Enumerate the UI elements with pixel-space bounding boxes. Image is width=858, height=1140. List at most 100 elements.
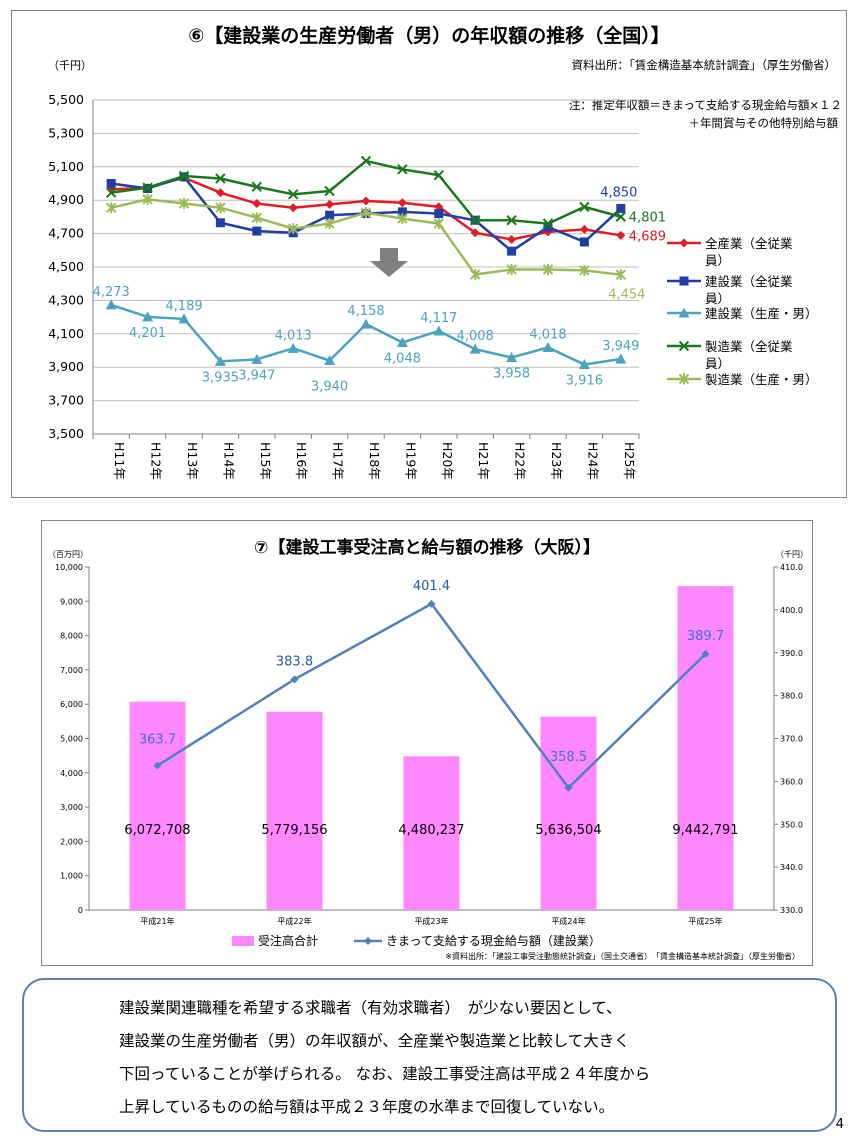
chart1-point bbox=[616, 230, 626, 240]
chart1-y-tick: 4,300 bbox=[48, 292, 84, 307]
chart2-left-tick: 0 bbox=[78, 906, 83, 915]
chart2-bar-label: 9,442,791 bbox=[672, 823, 738, 838]
chart1-data-label: 4,048 bbox=[384, 351, 421, 366]
chart1-y-tick: 3,700 bbox=[48, 393, 84, 408]
chart2-bar bbox=[403, 756, 460, 910]
chart1-point bbox=[178, 313, 190, 324]
chart1-point bbox=[251, 212, 263, 224]
chart2-title: ⑦【建設工事受注高と給与額の推移（大阪）】 bbox=[254, 538, 600, 558]
chart2-line-point bbox=[701, 650, 710, 659]
chart1-point bbox=[287, 223, 299, 235]
chart1-series-3 bbox=[105, 155, 627, 229]
chart1-point bbox=[142, 311, 154, 322]
chart2-line-label: 358.5 bbox=[550, 750, 587, 765]
chart2-x-tick: 平成24年 bbox=[551, 916, 585, 926]
chart1-legend-label: 製造業（全従業 bbox=[705, 339, 793, 354]
chart2-left-tick: 6,000 bbox=[60, 700, 83, 709]
chart1-data-label: 4,018 bbox=[529, 327, 566, 342]
chart2-x-tick: 平成21年 bbox=[140, 916, 174, 926]
chart1-point bbox=[507, 234, 517, 244]
chart1-point bbox=[396, 336, 408, 347]
chart1-x-tick: H11年 bbox=[112, 442, 127, 480]
chart1-point bbox=[251, 181, 263, 193]
chart1-point bbox=[142, 182, 153, 193]
chart1-point bbox=[105, 299, 117, 310]
chart2-right-tick: 360.0 bbox=[780, 777, 803, 786]
chart1-point bbox=[325, 199, 335, 209]
chart1-point bbox=[287, 189, 299, 200]
chart1-point bbox=[433, 325, 445, 336]
chart2-bar-label: 4,480,237 bbox=[398, 823, 464, 838]
chart1-point bbox=[469, 269, 481, 281]
chart1-data-label: 3,935 bbox=[202, 370, 239, 385]
chart2-bar bbox=[129, 701, 186, 910]
chart1-point bbox=[507, 246, 517, 256]
chart1-point bbox=[324, 355, 336, 366]
chart1-point bbox=[433, 169, 445, 181]
chart1-y-tick: 4,700 bbox=[48, 226, 84, 241]
chart1-x-tick: H12年 bbox=[149, 442, 164, 480]
chart2-right-tick: 350.0 bbox=[780, 820, 803, 829]
chart1-point bbox=[434, 209, 444, 219]
chart2-left-tick: 4,000 bbox=[60, 769, 83, 778]
chart2-bar bbox=[677, 586, 734, 910]
chart2-legend: 受注高合計 きまって支給する現金給与額（建設業） bbox=[232, 933, 601, 948]
chart2-source: ※資料出所：「建設工事受注動態統計調査」（国土交通省） 「賃金構造基本統計調査」… bbox=[445, 952, 800, 961]
chart1-x-tick: H17年 bbox=[331, 442, 346, 480]
chart1-note-line2: ＋年間賞与その他特別給与額 bbox=[688, 116, 839, 130]
chart1-point bbox=[324, 218, 335, 230]
chart1-point bbox=[615, 353, 627, 364]
chart1-legend-label-cont: 員） bbox=[705, 356, 730, 371]
chart1-plot: 3,500 3,700 3,900 4,100 4,300 4,500 4,700 4,900… bbox=[48, 92, 818, 480]
chart1-data-label: 4,008 bbox=[457, 329, 494, 344]
chart1-point bbox=[397, 198, 407, 208]
chart1-point bbox=[361, 196, 371, 206]
chart2-line-point bbox=[153, 761, 162, 770]
chart1-y-tick: 3,500 bbox=[48, 426, 84, 441]
chart2-line-label: 383.8 bbox=[276, 654, 313, 669]
chart1-legend-item-4: 製造業（生産・男） bbox=[667, 372, 818, 387]
chart1-data-label: 4,454 bbox=[608, 288, 645, 303]
chart1-point bbox=[142, 193, 153, 205]
chart1-point bbox=[579, 264, 590, 276]
chart1-series-4 bbox=[105, 193, 627, 281]
chart1-x-tick: H22年 bbox=[513, 442, 528, 480]
chart1-point bbox=[215, 173, 226, 184]
chart1-x-tick: H19年 bbox=[403, 442, 418, 480]
chart1-point bbox=[215, 188, 225, 198]
chart1-legend-item-2: 建設業（生産・男） bbox=[667, 306, 818, 321]
chart1-x-tick: H18年 bbox=[367, 442, 382, 480]
chart1-point bbox=[105, 202, 117, 214]
chart1-x-tick: H24年 bbox=[585, 442, 600, 480]
chart2-right-tick: 400.0 bbox=[780, 606, 803, 615]
chart1-point bbox=[215, 202, 226, 214]
chart1-point bbox=[579, 224, 589, 234]
chart2-left-tick: 9,000 bbox=[60, 597, 83, 606]
chart1-point bbox=[105, 187, 117, 198]
chart1-point bbox=[470, 228, 480, 238]
chart1-point bbox=[360, 318, 372, 329]
chart1-legend-label: 建設業（全従業 bbox=[705, 274, 793, 289]
chart2-legend-line-label: きまって支給する現金給与額（建設業） bbox=[386, 933, 601, 948]
chart1-point bbox=[542, 341, 554, 352]
chart1-legend-marker bbox=[678, 373, 690, 385]
chart2-right-tick: 370.0 bbox=[780, 735, 803, 744]
chart1-data-label: 4,158 bbox=[347, 304, 384, 319]
chart1-point bbox=[251, 353, 263, 364]
chart1-x-tick: H15年 bbox=[258, 442, 273, 480]
chart1-point bbox=[579, 237, 589, 247]
chart1-y-tick: 3,900 bbox=[48, 359, 84, 374]
chart1-data-label: 3,949 bbox=[602, 339, 639, 354]
chart2-right-tick: 410.0 bbox=[780, 563, 803, 572]
chart1-data-label: 4,013 bbox=[275, 328, 312, 343]
chart2-line-point bbox=[564, 783, 573, 792]
chart1-x-tick: H23年 bbox=[549, 442, 564, 480]
chart1-point bbox=[178, 170, 190, 182]
chart2-legend-bar-label: 受注高合計 bbox=[258, 933, 318, 948]
chart1-legend-marker bbox=[678, 307, 690, 318]
chart1-source: 資料出所：「賃金構造基本統計調査」（厚生労働省） bbox=[571, 58, 837, 72]
chart1-point bbox=[578, 359, 590, 370]
chart2-left-tick: 7,000 bbox=[60, 666, 83, 675]
chart2-right-tick: 330.0 bbox=[780, 906, 803, 915]
